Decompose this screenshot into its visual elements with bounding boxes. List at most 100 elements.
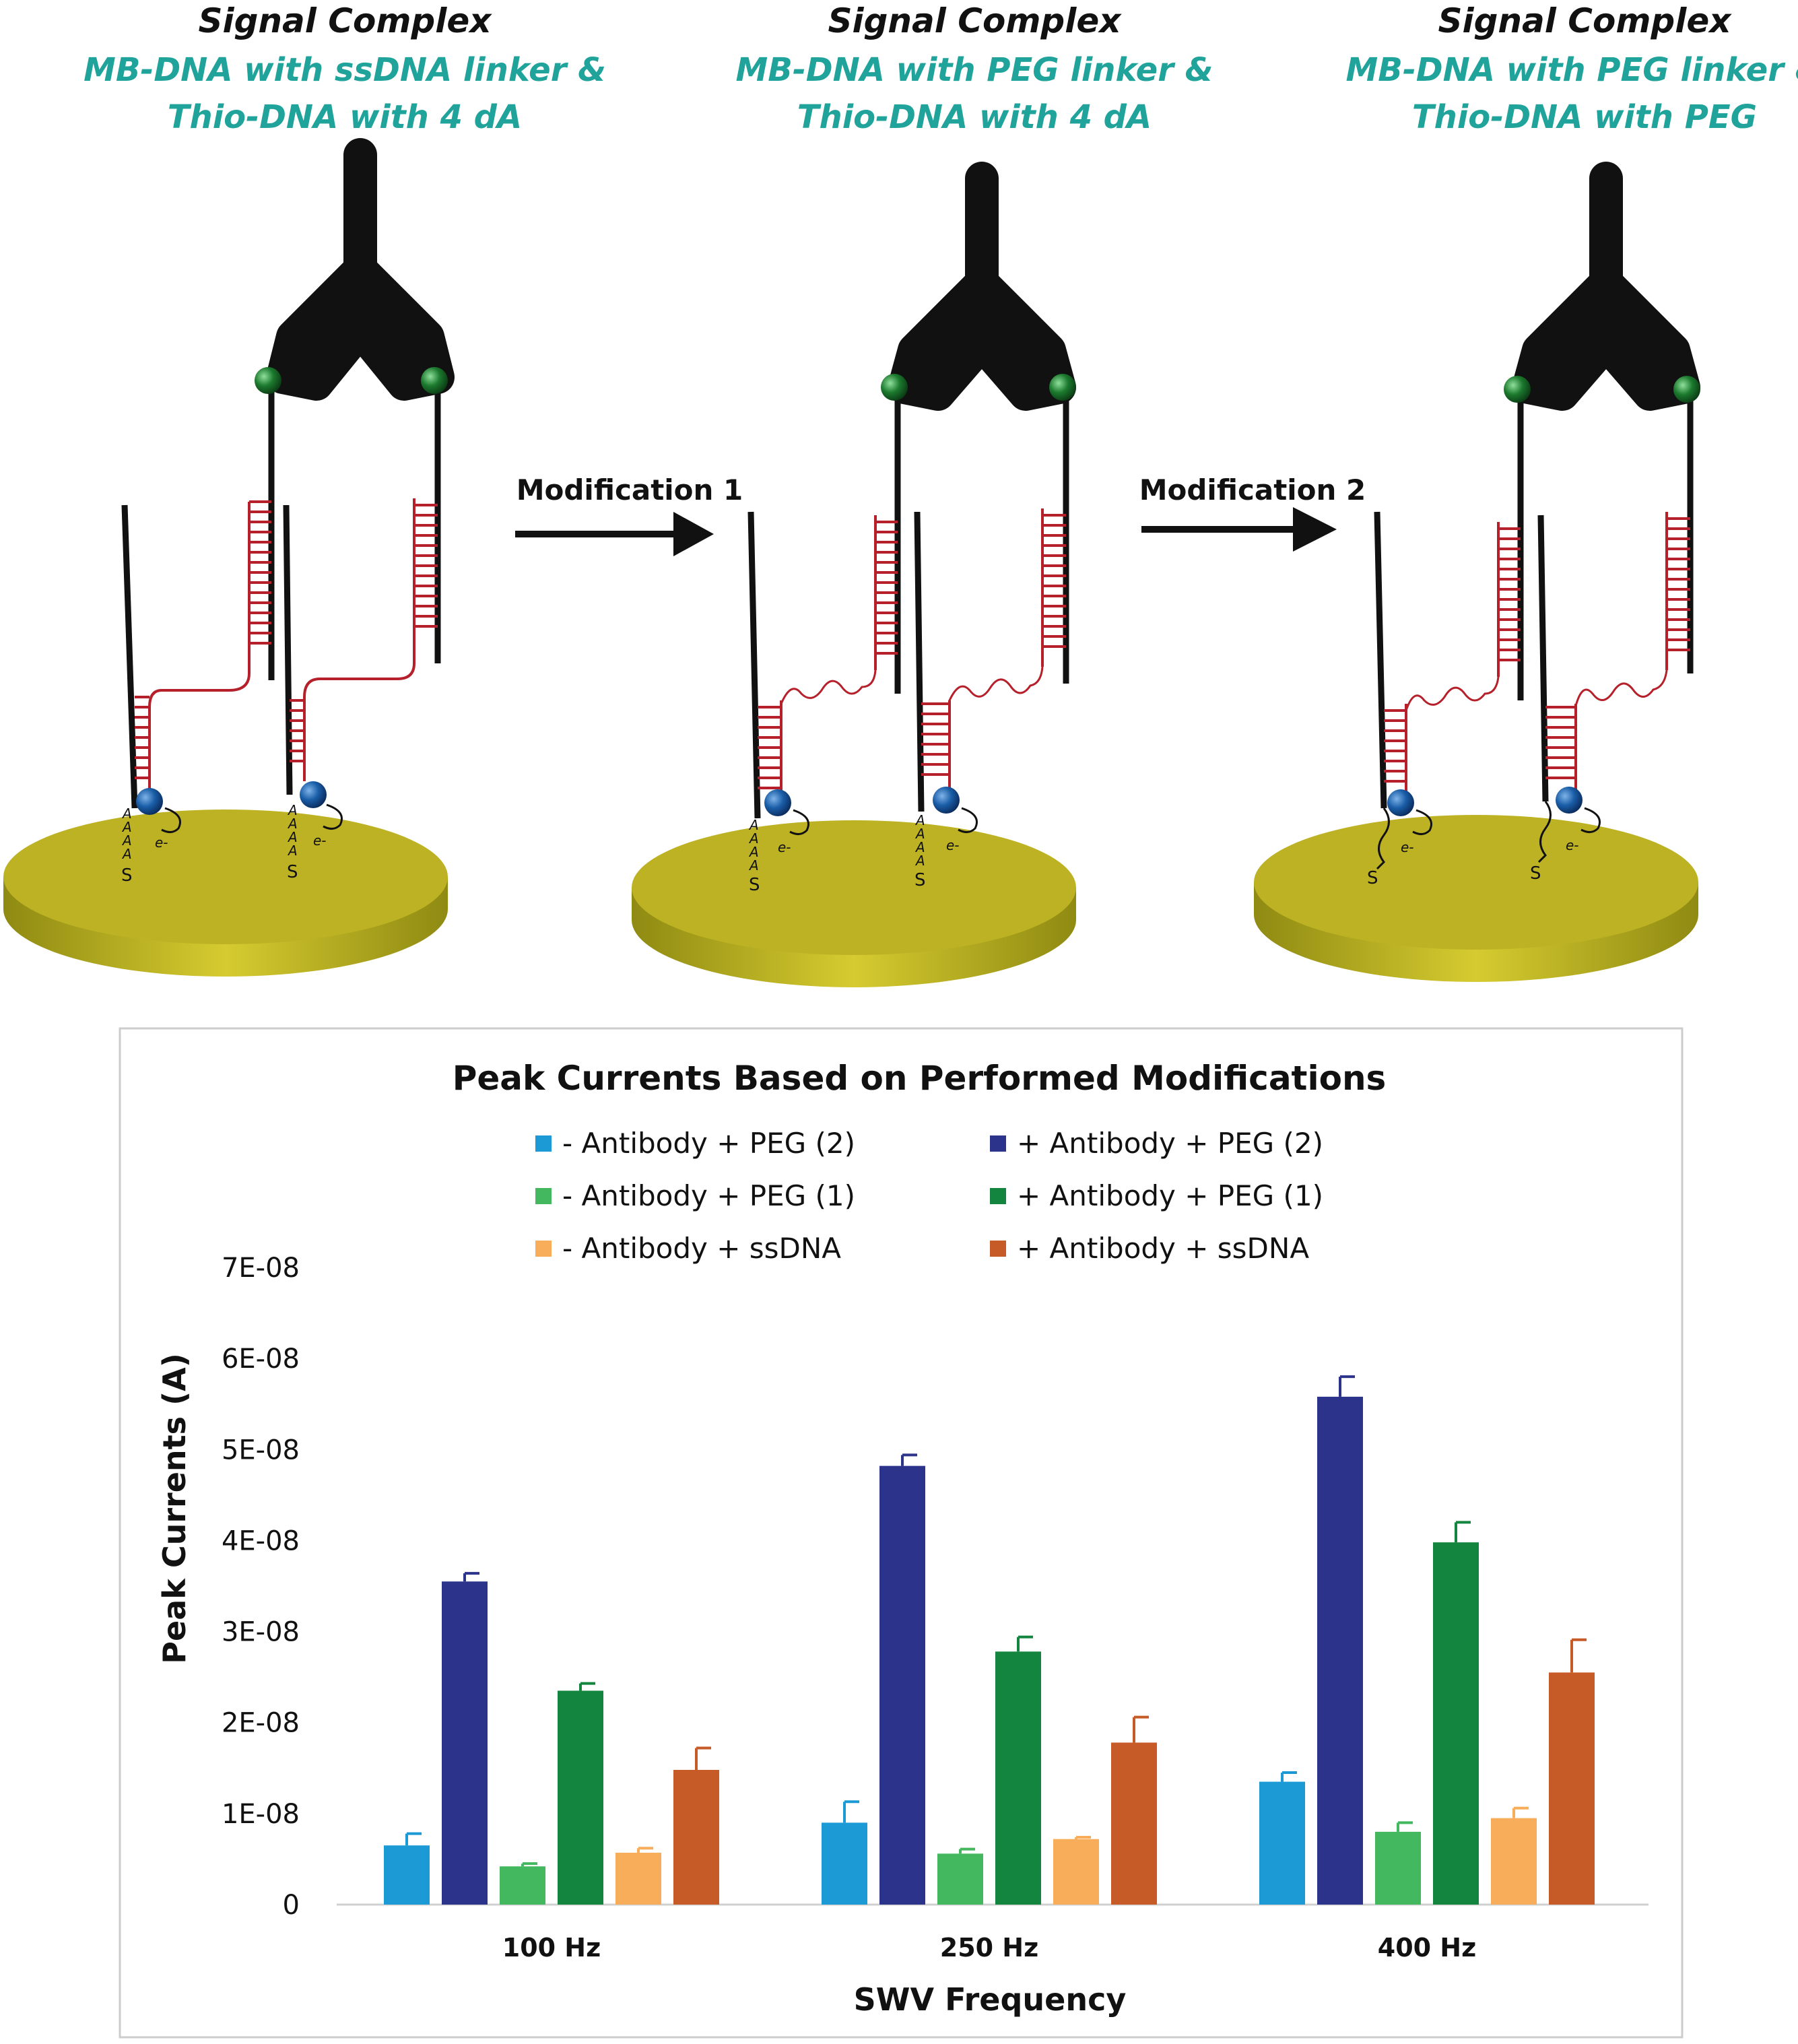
y-axis: 0 1E-08 2E-08 3E-08 4E-08 5E-08 6E-08 7E-08 — [222, 1253, 300, 1921]
legend-swatch — [535, 1135, 552, 1152]
panel-1-subtitle-line2: Thio-DNA with 4 dA — [168, 98, 522, 136]
y-axis-title: Peak Currents (A) — [156, 1353, 193, 1663]
bar — [1111, 1742, 1157, 1905]
chart-legend: - Antibody + PEG (2) + Antibody + PEG (2)… — [535, 1127, 1323, 1265]
legend-label: + Antibody + ssDNA — [1017, 1232, 1309, 1265]
bar — [384, 1845, 430, 1905]
methylene-blue-1a — [136, 788, 163, 815]
legend-swatch — [990, 1188, 1006, 1204]
biotin-1a — [255, 367, 281, 394]
y-tick-label: 5E-08 — [222, 1435, 300, 1465]
bar — [937, 1853, 983, 1905]
chart-title: Peak Currents Based on Performed Modific… — [453, 1059, 1387, 1098]
bar — [615, 1852, 661, 1905]
panel-3-subtitle-line2: Thio-DNA with PEG — [1412, 98, 1757, 136]
y-tick-label: 0 — [283, 1890, 300, 1921]
sulfur-1a: S — [121, 865, 133, 886]
adenine-16: A — [914, 853, 925, 869]
adenine-10: A — [748, 830, 759, 847]
bar — [1433, 1542, 1479, 1905]
sulfur-1b: S — [287, 862, 298, 882]
adenine-6: A — [287, 816, 298, 832]
panel-3-complex: e- e- S S — [1367, 162, 1700, 888]
panel-2-subtitle-line1: MB-DNA with PEG linker & — [736, 51, 1213, 89]
legend-label: - Antibody + PEG (1) — [562, 1179, 855, 1212]
adenine-14: A — [914, 826, 925, 842]
electron-label-1b: e- — [313, 832, 327, 849]
adenine-7: A — [287, 829, 298, 845]
adenine-15: A — [914, 839, 925, 855]
methylene-blue-2b — [933, 787, 960, 814]
x-tick-label: 250 Hz — [940, 1933, 1038, 1963]
legend-label: + Antibody + PEG (2) — [1017, 1127, 1323, 1160]
biotin-1b — [421, 367, 448, 394]
x-axis-title: SWV Frequency — [854, 1981, 1127, 2018]
bar — [1053, 1839, 1099, 1905]
panel-2-subtitle-line2: Thio-DNA with 4 dA — [797, 98, 1152, 136]
electron-label-3b: e- — [1566, 837, 1579, 853]
gold-electrode-3 — [1254, 815, 1698, 982]
sulfur-3b: S — [1530, 863, 1541, 884]
assembly-diagram: Signal Complex MB-DNA with ssDNA linker … — [3, 1, 1798, 987]
x-tick-label: 400 Hz — [1378, 1933, 1476, 1963]
bar — [1259, 1781, 1305, 1905]
bar — [500, 1866, 545, 1905]
biotin-2a — [881, 374, 908, 401]
legend-swatch — [535, 1188, 552, 1204]
antibody-1 — [266, 138, 455, 401]
y-tick-label: 3E-08 — [222, 1617, 300, 1648]
electron-label-2b: e- — [946, 837, 960, 853]
sulfur-2a: S — [749, 875, 760, 895]
antibody-3 — [1512, 162, 1700, 411]
adenine-8: A — [287, 843, 298, 859]
panel-1-header: Signal Complex MB-DNA with ssDNA linker … — [84, 1, 606, 136]
biotin-3a — [1504, 376, 1531, 403]
adenine-2: A — [121, 819, 132, 835]
modification-2-label: Modification 2 — [1139, 473, 1366, 506]
y-tick-label: 4E-08 — [222, 1525, 300, 1556]
legend-swatch — [990, 1241, 1006, 1257]
adenine-4: A — [121, 846, 132, 862]
gold-electrode-1 — [3, 810, 448, 977]
electron-label-3a: e- — [1401, 839, 1414, 855]
legend-swatch — [990, 1135, 1006, 1152]
biotin-2b — [1049, 374, 1076, 401]
bar-chart: Peak Currents Based on Performed Modific… — [119, 1027, 1684, 2039]
bar — [1491, 1818, 1537, 1905]
bar — [995, 1651, 1041, 1905]
adenine-12: A — [748, 857, 759, 873]
biotin-3b — [1673, 376, 1700, 403]
y-tick-label: 1E-08 — [222, 1799, 300, 1830]
bar — [673, 1769, 719, 1905]
x-axis: 100 Hz 250 Hz 400 Hz — [502, 1933, 1476, 1963]
bar — [558, 1690, 603, 1905]
legend-label: + Antibody + PEG (1) — [1017, 1179, 1323, 1212]
bar — [1375, 1831, 1421, 1905]
modification-1-arrow: Modification 1 — [515, 473, 743, 556]
bar — [879, 1465, 925, 1905]
methylene-blue-3b — [1556, 787, 1583, 814]
bar — [442, 1581, 488, 1905]
gold-electrode-2 — [632, 820, 1076, 987]
legend-swatch — [535, 1241, 552, 1257]
modification-1-label: Modification 1 — [517, 473, 743, 506]
legend-label: - Antibody + PEG (2) — [562, 1127, 855, 1160]
adenine-5: A — [287, 802, 298, 818]
legend-label: - Antibody + ssDNA — [562, 1232, 841, 1265]
methylene-blue-1b — [300, 781, 327, 808]
y-tick-label: 7E-08 — [222, 1253, 300, 1284]
panel-1-title: Signal Complex — [198, 1, 492, 40]
adenine-13: A — [914, 812, 925, 828]
sulfur-3a: S — [1367, 868, 1378, 888]
antibody-2 — [888, 162, 1076, 411]
panel-3-title: Signal Complex — [1438, 1, 1732, 40]
x-tick-label: 100 Hz — [502, 1933, 601, 1963]
sulfur-2b: S — [914, 870, 926, 890]
electron-label-1a: e- — [155, 834, 168, 851]
panel-1-subtitle-line1: MB-DNA with ssDNA linker & — [84, 51, 606, 89]
bars — [384, 1375, 1595, 1905]
adenine-11: A — [748, 844, 759, 860]
panel-2-header: Signal Complex MB-DNA with PEG linker & … — [736, 1, 1213, 136]
modification-2-arrow: Modification 2 — [1139, 473, 1366, 552]
